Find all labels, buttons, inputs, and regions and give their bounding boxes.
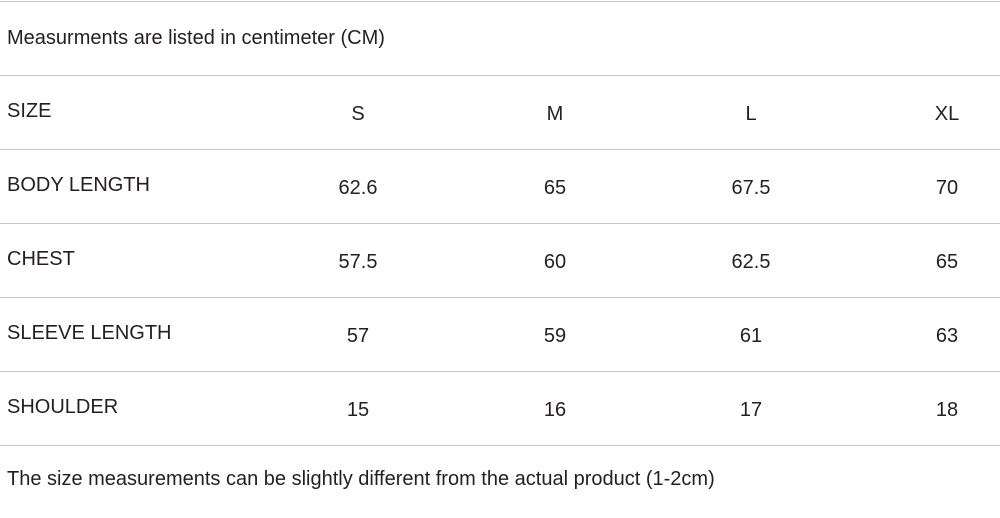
divider	[0, 223, 1000, 224]
divider	[0, 445, 1000, 446]
cell: 60	[543, 251, 567, 273]
divider	[0, 297, 1000, 298]
footer-note: The size measurements can be slightly di…	[7, 468, 715, 490]
row-label: CHEST	[7, 248, 75, 270]
cell: 57.5	[338, 251, 378, 273]
size-header: XL	[934, 103, 960, 125]
divider	[0, 1, 1000, 2]
size-header: S	[351, 103, 365, 125]
cell: 67.5	[731, 177, 771, 199]
row-label: SLEEVE LENGTH	[7, 322, 172, 344]
cell: 16	[543, 399, 567, 421]
row-label: BODY LENGTH	[7, 174, 150, 196]
cell: 17	[739, 399, 763, 421]
cell: 62.6	[338, 177, 378, 199]
cell: 62.5	[731, 251, 771, 273]
cell: 61	[739, 325, 763, 347]
divider	[0, 75, 1000, 76]
divider	[0, 149, 1000, 150]
divider	[0, 371, 1000, 372]
unit-note: Measurments are listed in centimeter (CM…	[7, 27, 385, 49]
cell: 70	[935, 177, 959, 199]
row-label: SIZE	[7, 100, 52, 122]
cell: 18	[935, 399, 959, 421]
size-header: M	[546, 103, 564, 125]
cell: 65	[935, 251, 959, 273]
cell: 57	[346, 325, 370, 347]
cell: 63	[935, 325, 959, 347]
size-header: L	[745, 103, 757, 125]
cell: 15	[346, 399, 370, 421]
cell: 65	[543, 177, 567, 199]
row-label: SHOULDER	[7, 396, 119, 418]
cell: 59	[543, 325, 567, 347]
